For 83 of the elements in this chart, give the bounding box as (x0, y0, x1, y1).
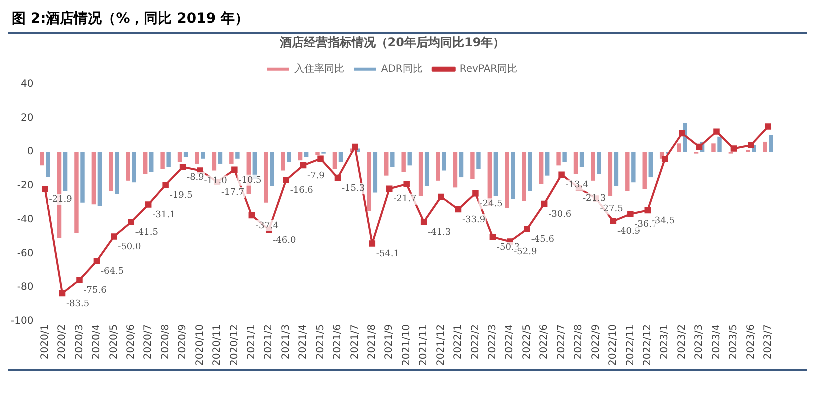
x-tick-label: 2020/7 (143, 324, 154, 360)
data-label: -19.5 (170, 190, 194, 201)
x-tick-label: 2022/8 (574, 324, 585, 360)
x-tick-label: 2022/11 (625, 324, 636, 366)
x-tick-label: 2023/7 (762, 324, 774, 360)
x-tick-label: 2020/6 (126, 324, 137, 360)
x-tick-label: 2021/2 (264, 324, 275, 360)
y-tick-label: -60 (17, 248, 34, 260)
x-tick-label: 2021/12 (436, 324, 447, 366)
y-tick-label: 40 (20, 78, 34, 90)
data-label: -64.5 (100, 267, 124, 278)
x-tick-label: 2021/4 (298, 324, 310, 360)
x-tick-label: 2021/8 (367, 324, 378, 360)
chart-subtitle: 酒店经营指标情况（20年后均同比19年） (278, 35, 506, 50)
x-tick-label: 2021/10 (401, 324, 412, 366)
x-tick-label: 2023/6 (746, 324, 757, 360)
data-label: -30.6 (548, 210, 572, 220)
x-tick-label: 2022/7 (556, 324, 568, 360)
x-tick-label: 2022/4 (504, 324, 516, 360)
data-label: -21.3 (583, 194, 606, 204)
data-label: -16.6 (290, 186, 314, 196)
x-tick-label: 2021/11 (418, 324, 430, 366)
x-tick-label: 2020/10 (194, 324, 206, 366)
y-tick-label: -20 (17, 180, 34, 192)
y-tick-label: -40 (17, 214, 34, 226)
data-label: -27.5 (600, 204, 624, 215)
data-label: -13.4 (566, 180, 590, 191)
x-tick-label: 2020/3 (74, 324, 86, 360)
x-tick-label: 2023/4 (711, 324, 722, 360)
data-label: -8.9 (187, 173, 205, 184)
data-label: -24.5 (480, 199, 504, 210)
x-tick-label: 2023/2 (676, 324, 688, 360)
data-label: -31.1 (152, 210, 176, 221)
x-tick-label: 2021/7 (350, 324, 361, 360)
chart-title: 图 2:酒店情况（%，同比 2019 年） (8, 8, 807, 34)
x-tick-label: 2023/1 (660, 324, 671, 360)
y-tick-label: 20 (20, 112, 34, 124)
legend-label: ADR同比 (381, 62, 423, 75)
data-label: -83.5 (66, 299, 90, 310)
data-label: -33.9 (462, 215, 486, 226)
data-label: -11.0 (204, 176, 228, 187)
x-tick-label: 2020/12 (229, 324, 240, 366)
x-tick-label: 2022/6 (539, 324, 550, 360)
data-label: -37.4 (256, 221, 280, 232)
x-tick-label: 2023/5 (728, 324, 740, 360)
data-label: -10.5 (238, 176, 262, 186)
data-label: -15.3 (342, 184, 366, 194)
y-tick-label: 0 (27, 146, 34, 158)
data-label: -54.1 (376, 250, 400, 260)
x-tick-label: 2021/1 (246, 324, 258, 360)
data-label: -21.9 (49, 195, 73, 206)
x-tick-label: 2020/2 (57, 324, 68, 360)
x-tick-label: 2022/1 (453, 324, 464, 360)
x-tick-label: 2020/9 (178, 324, 189, 360)
x-tick-label: 2022/5 (522, 324, 533, 360)
x-tick-label: 2022/2 (470, 324, 482, 360)
data-label: -45.6 (531, 235, 555, 246)
data-label: -7.9 (308, 171, 326, 182)
legend-label: 入住率同比 (294, 62, 344, 75)
data-label: -46.0 (273, 236, 296, 246)
x-tick-label: 2022/12 (642, 324, 654, 366)
x-tick-label: 2021/5 (315, 324, 326, 360)
y-tick-label: -80 (17, 282, 34, 294)
legend-label: RevPAR同比 (460, 62, 518, 75)
x-tick-label: 2020/5 (108, 324, 120, 360)
x-tick-label: 2022/10 (608, 324, 620, 366)
y-tick-label: -100 (10, 316, 34, 328)
data-label: -75.6 (84, 286, 108, 296)
x-tick-label: 2021/9 (384, 324, 396, 360)
x-tick-label: 2022/9 (590, 324, 602, 360)
x-tick-label: 2020/4 (92, 324, 103, 360)
data-label: -50.0 (118, 242, 142, 253)
data-label: -21.7 (394, 194, 417, 205)
x-tick-label: 2020/1 (40, 324, 51, 360)
x-tick-label: 2022/3 (488, 324, 499, 360)
x-tick-label: 2020/11 (212, 324, 224, 366)
data-label: -41.3 (428, 228, 452, 238)
data-label: -17.7 (221, 188, 245, 198)
x-tick-label: 2021/3 (280, 324, 292, 360)
data-label: -41.5 (135, 228, 159, 238)
x-tick-label: 2020/8 (160, 324, 172, 360)
x-tick-label: 2023/3 (694, 324, 706, 360)
x-tick-label: 2021/6 (332, 324, 344, 360)
